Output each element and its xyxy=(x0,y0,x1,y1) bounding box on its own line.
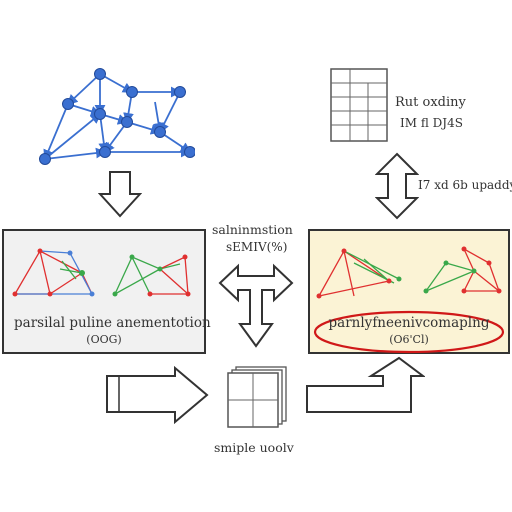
left-panel-title: parsilal puline anementotion xyxy=(14,315,211,331)
right-panel: parnlyfneenivcomaplng (O6'Cl) xyxy=(308,229,510,354)
top-right-subtitle: IM fl DJ4S xyxy=(400,116,463,130)
table-document-icon xyxy=(330,68,388,142)
top-right-title: Rut oxdiny xyxy=(395,95,466,110)
highlight-ellipse xyxy=(313,310,505,354)
document-stack-icon xyxy=(227,366,287,428)
right-panel-graphs xyxy=(316,246,502,299)
center-subtitle: sEMIV(%) xyxy=(226,240,288,254)
center-title: salninmstion xyxy=(212,222,293,237)
bottom-center-label: smiple uoolv xyxy=(214,440,294,455)
vertical-double-arrow-icon xyxy=(375,152,419,220)
network-graph xyxy=(39,68,195,165)
left-panel-subtitle: (OOG) xyxy=(86,333,122,346)
right-panel-title: parnlyfneenivcomaplng xyxy=(328,315,490,331)
left-panel: parsilal puline anementotion (OOG) xyxy=(2,229,211,354)
bent-up-arrow-icon xyxy=(306,356,425,413)
right-panel-subtitle: (O6'Cl) xyxy=(389,333,429,346)
right-arrow-icon xyxy=(106,366,209,424)
cross-double-arrow-icon xyxy=(218,263,294,348)
left-panel-graphs xyxy=(12,248,191,297)
right-arrow-label: I7 xd 6b upaddy xyxy=(418,178,512,192)
down-arrow-icon xyxy=(98,171,142,218)
